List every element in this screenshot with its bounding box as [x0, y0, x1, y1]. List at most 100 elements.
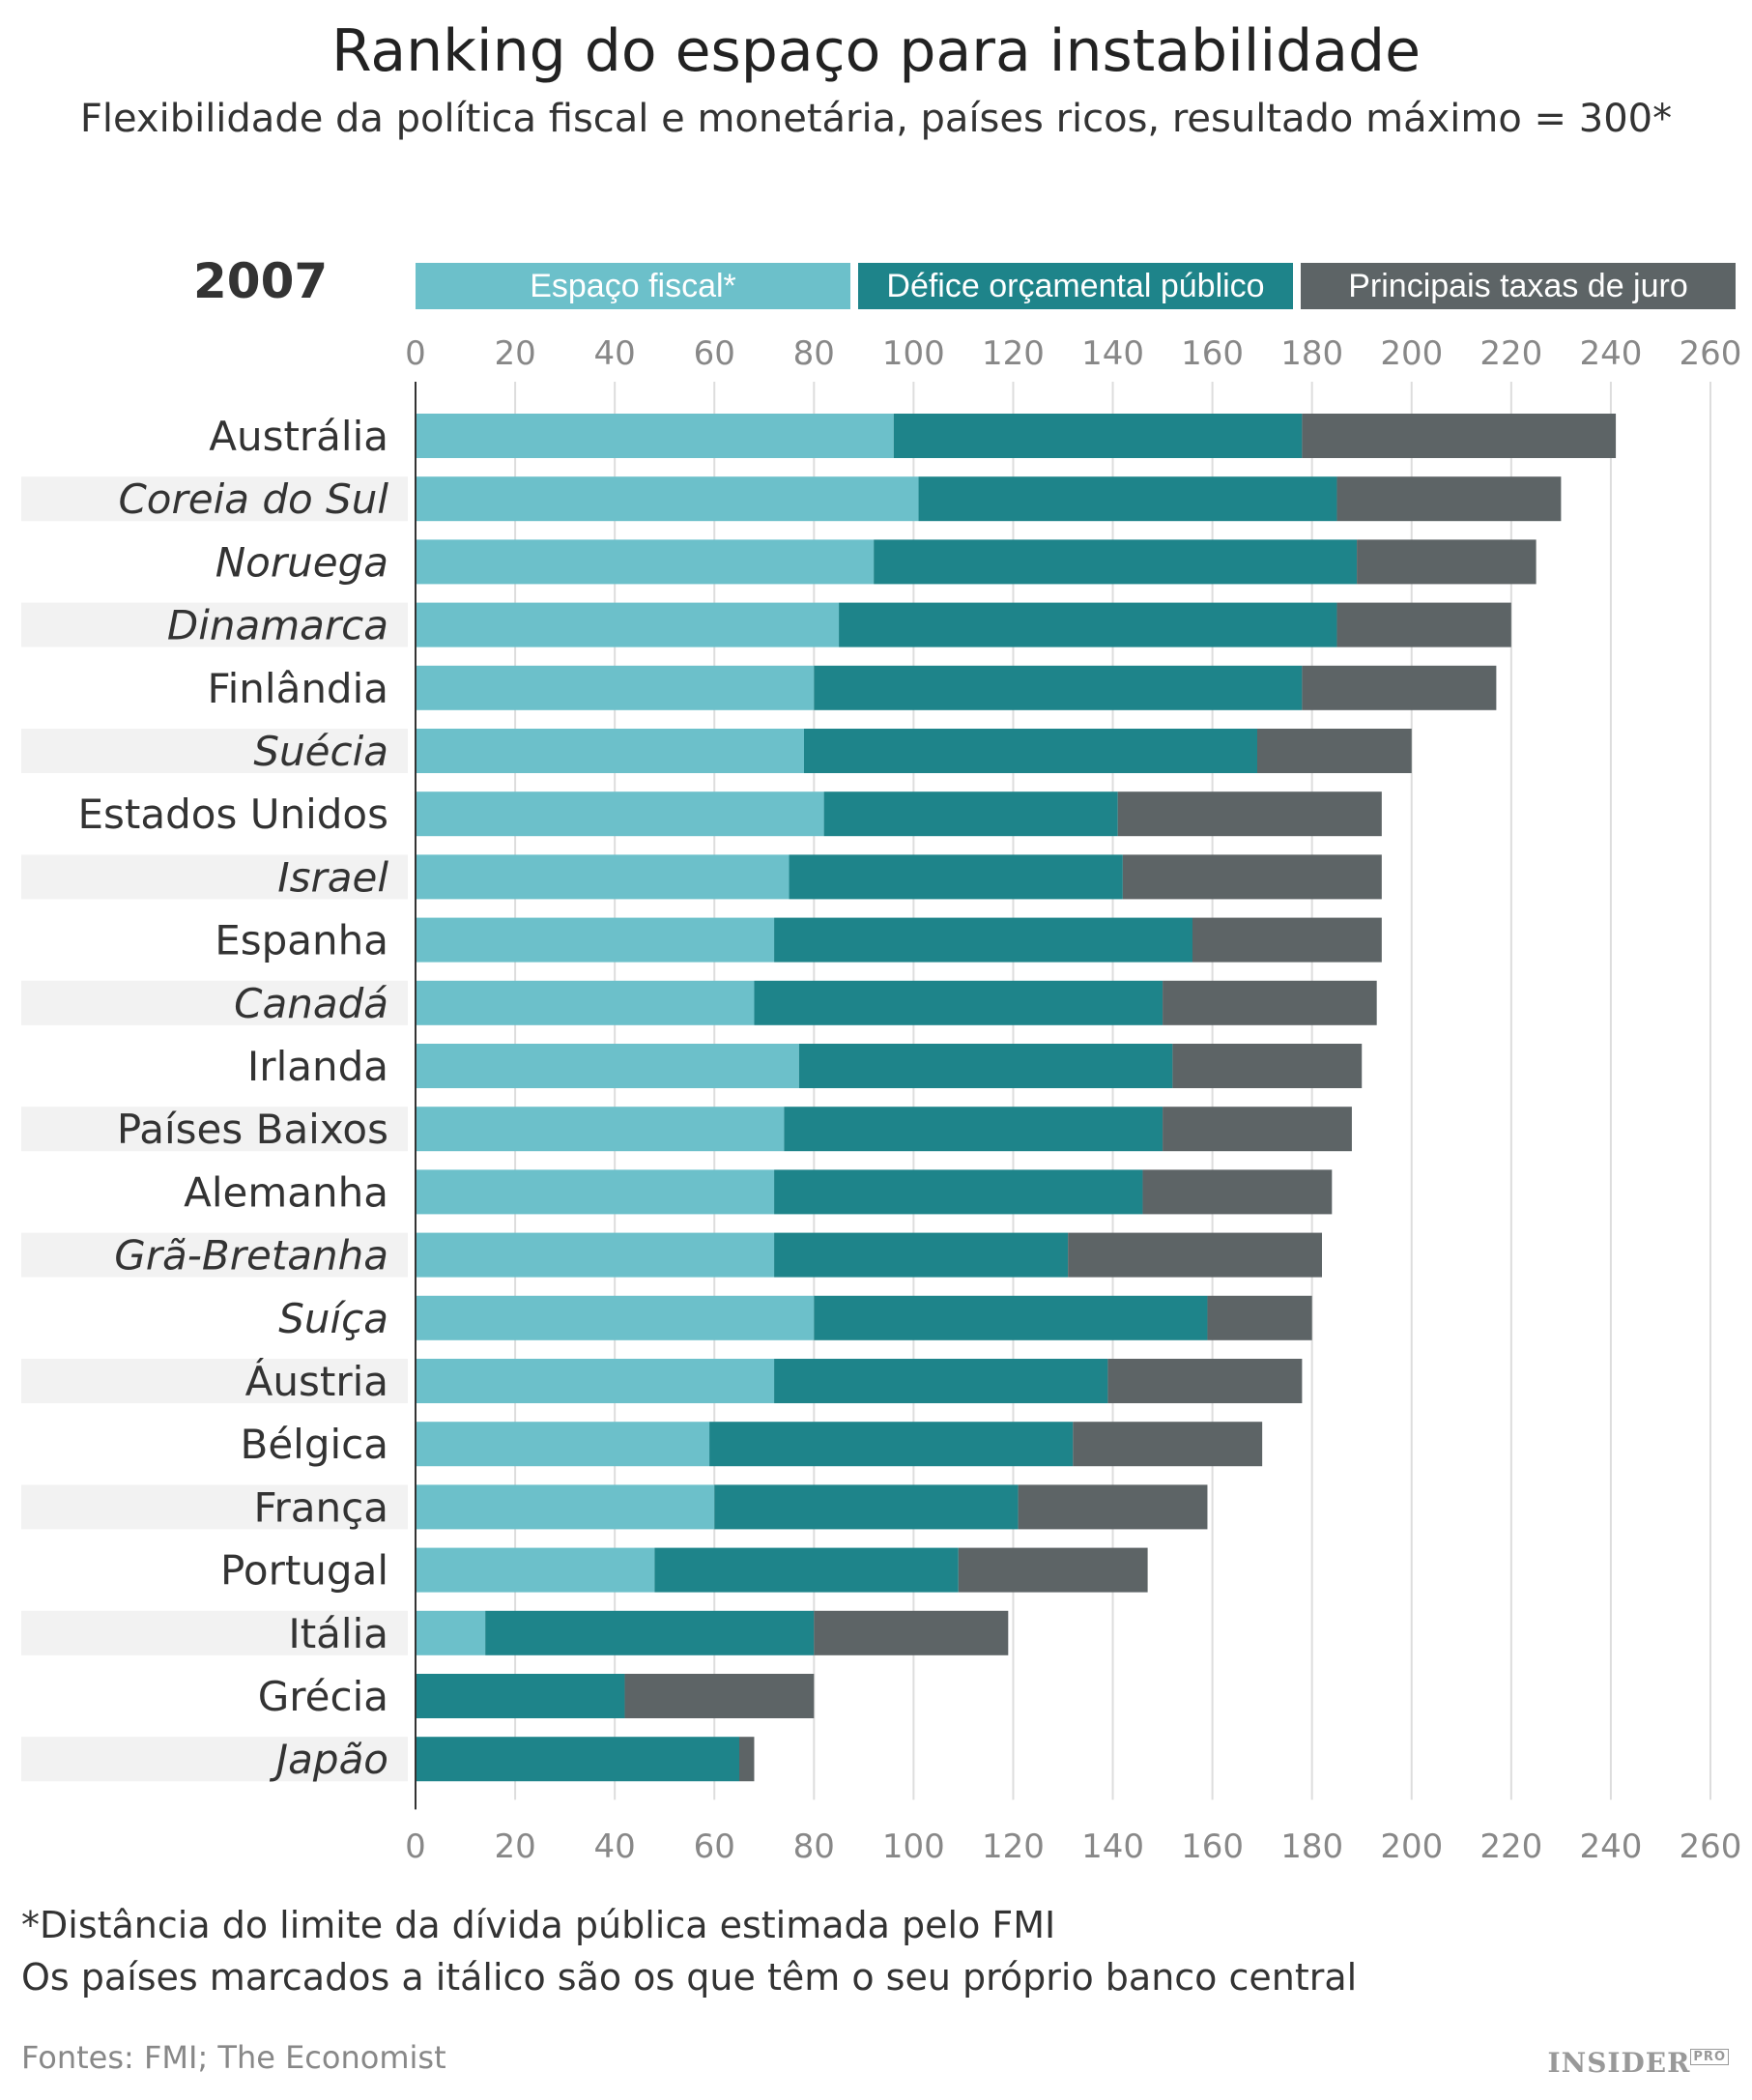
bar-deficit	[416, 1674, 625, 1718]
bar-juro	[1302, 665, 1497, 710]
bar-deficit	[654, 1547, 959, 1593]
bar-fiscal	[416, 1107, 785, 1152]
row-stripe	[21, 1484, 408, 1530]
bar-fiscal	[416, 1044, 799, 1088]
bar-fiscal	[416, 791, 824, 837]
bar-fiscal	[416, 980, 755, 1025]
row-stripe	[21, 854, 408, 900]
footnote-fiscal: *Distância do limite da dívida pública e…	[21, 1904, 1056, 1946]
insider-pro-logo: INSIDER PRO	[1548, 2047, 1729, 2079]
category-label: Áustria	[245, 1357, 388, 1405]
x-tick-label-bottom: 120	[982, 1827, 1045, 1866]
bar-deficit	[789, 854, 1123, 900]
x-tick-label-bottom: 20	[494, 1827, 535, 1866]
x-tick-label-bottom: 100	[882, 1827, 945, 1866]
x-tick-label-top: 140	[1081, 334, 1144, 373]
bar-fiscal	[416, 1232, 775, 1278]
bar-fiscal	[416, 665, 815, 710]
sources: Fontes: FMI; The Economist	[21, 2039, 446, 2076]
x-tick-label-top: 40	[594, 334, 636, 373]
row-stripe	[21, 980, 408, 1025]
bar-fiscal	[416, 854, 790, 900]
x-tick-label-bottom: 60	[694, 1827, 735, 1866]
bar-fiscal	[416, 1359, 775, 1403]
bar-deficit	[485, 1610, 815, 1655]
bar-juro	[1336, 602, 1511, 647]
row-stripe	[21, 1610, 408, 1655]
x-tick-label-top: 120	[982, 334, 1045, 373]
bar-deficit	[893, 414, 1303, 458]
bar-fiscal	[416, 1169, 775, 1215]
category-label: Suécia	[253, 728, 388, 775]
x-tick-label-bottom: 0	[405, 1827, 426, 1866]
x-tick-label-top: 180	[1280, 334, 1343, 373]
x-tick-label-bottom: 240	[1579, 1827, 1642, 1866]
x-tick-label-bottom: 220	[1479, 1827, 1542, 1866]
chart-title: Ranking do espaço para instabilidade	[331, 17, 1421, 85]
bar-juro	[1107, 1359, 1303, 1403]
bar-juro	[1018, 1484, 1208, 1530]
bar-juro	[1257, 729, 1412, 773]
bar-deficit	[416, 1737, 739, 1782]
row-stripe	[21, 1107, 408, 1152]
bar-deficit	[839, 602, 1337, 647]
category-label: Alemanha	[184, 1168, 388, 1216]
bar-juro	[1073, 1422, 1263, 1467]
category-label: Bélgica	[241, 1421, 388, 1468]
category-label: Suíça	[278, 1295, 388, 1342]
legend-fiscal: Espaço fiscal*	[416, 263, 850, 309]
bar-fiscal	[416, 476, 919, 522]
category-label: Grécia	[258, 1673, 388, 1720]
x-tick-label-bottom: 140	[1081, 1827, 1144, 1866]
x-tick-label-top: 200	[1380, 334, 1443, 373]
footnote-italic: Os países marcados a itálico são os que …	[21, 1956, 1358, 1999]
bar-deficit	[918, 476, 1337, 522]
bar-juro	[739, 1737, 755, 1782]
legend-deficit: Défice orçamental público	[858, 263, 1293, 309]
bar-fiscal	[416, 1610, 486, 1655]
bar-juro	[1302, 414, 1617, 458]
bar-juro	[958, 1547, 1148, 1593]
bar-fiscal	[416, 1547, 655, 1593]
stacked-bar-chart: Austrália Coreia do Sul Noruega Dinamarca Fi…	[21, 334, 1742, 1866]
x-tick-label-top: 80	[793, 334, 835, 373]
x-tick-label-bottom: 260	[1680, 1827, 1742, 1866]
bar-juro	[1207, 1295, 1312, 1340]
bar-fiscal	[416, 602, 840, 647]
bar-juro	[1117, 791, 1382, 837]
legend-juro: Principais taxas de juro	[1301, 263, 1736, 309]
row-stripe	[21, 602, 408, 647]
category-label: Estados Unidos	[78, 791, 388, 838]
category-label: Austrália	[209, 413, 388, 460]
bar-juro	[1336, 476, 1562, 522]
x-tick-label-top: 20	[494, 334, 535, 373]
category-label: Países Baixos	[117, 1106, 388, 1153]
bar-juro	[1142, 1169, 1333, 1215]
bar-juro	[1068, 1232, 1322, 1278]
row-stripe	[21, 1232, 408, 1278]
x-tick-label-top: 60	[694, 334, 735, 373]
bar-deficit	[798, 1044, 1173, 1088]
row-stripe	[21, 476, 408, 522]
category-label: Coreia do Sul	[118, 475, 388, 523]
bar-juro	[1357, 539, 1537, 585]
bar-juro	[1163, 1107, 1352, 1152]
bar-deficit	[774, 1359, 1108, 1403]
bar-deficit	[774, 1232, 1069, 1278]
x-tick-label-top: 100	[882, 334, 945, 373]
bar-fiscal	[416, 414, 894, 458]
category-label: Japão	[270, 1736, 388, 1783]
category-label: Finlândia	[208, 665, 388, 712]
bar-deficit	[774, 917, 1192, 963]
bar-fiscal	[416, 1484, 715, 1530]
bar-deficit	[774, 1169, 1143, 1215]
x-tick-label-bottom: 40	[594, 1827, 636, 1866]
category-label: Canadá	[234, 980, 388, 1027]
x-tick-label-bottom: 180	[1280, 1827, 1343, 1866]
bar-fiscal	[416, 539, 875, 585]
bar-fiscal	[416, 1295, 815, 1340]
bar-fiscal	[416, 729, 804, 773]
bar-juro	[1172, 1044, 1363, 1088]
bar-deficit	[823, 791, 1118, 837]
row-stripe	[21, 1737, 408, 1782]
